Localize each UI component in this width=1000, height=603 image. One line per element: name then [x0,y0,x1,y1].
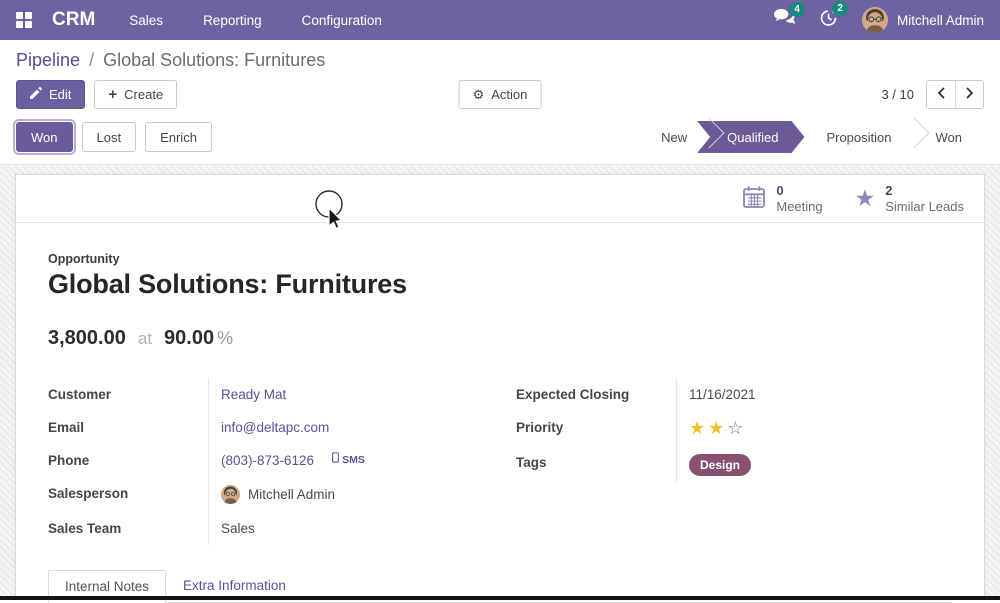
gear-icon: ⚙ [472,87,485,102]
bottom-edge-bar [0,596,1000,600]
customer-label: Customer [48,387,112,402]
control-panel: Edit + Create ⚙ Action 3 / 10 [0,73,1000,118]
expected-revenue: 3,800.00 at 90.00 % [48,327,952,350]
percent-sign: % [217,328,234,348]
similar-leads-label: Similar Leads [885,198,964,214]
record-pager: 3 / 10 [881,80,984,109]
tags-label: Tags [516,455,547,470]
phone-label: Phone [48,453,90,468]
stage-proposition[interactable]: Proposition [804,121,913,153]
stage-new[interactable]: New [639,121,709,153]
pager-previous-button[interactable] [927,81,955,108]
expected-closing-value[interactable]: 11/16/2021 [689,387,756,402]
action-button[interactable]: ⚙ Action [458,80,542,109]
activities-badge: 2 [832,1,848,16]
user-menu[interactable]: Mitchell Admin [861,7,984,33]
sales-team-value[interactable]: Sales [221,521,255,536]
stage-qualified[interactable]: Qualified [697,121,804,153]
enrich-button[interactable]: Enrich [145,122,212,152]
right-field-group: Expected Closing 11/16/2021 Priority ★★☆… [516,378,952,545]
expected-closing-label: Expected Closing [516,387,630,402]
record-type-label: Opportunity [48,252,120,266]
pencil-icon [30,87,42,102]
breadcrumb: Pipeline / Global Solutions: Furnitures [0,40,1000,73]
stage-pipeline: New Qualified Proposition Won [639,121,984,153]
left-field-group: Customer Ready Mat Email info@deltapc.co… [48,378,484,545]
email-link[interactable]: info@deltapc.com [221,420,330,435]
similar-leads-stat-button[interactable]: ★ 2 Similar Leads [838,175,980,222]
star-empty-icon[interactable]: ☆ [727,418,747,438]
form-sheet: Opportunity Global Solutions: Furnitures… [16,223,984,603]
breadcrumb-separator: / [89,50,95,70]
pager-counter: 3 / 10 [881,87,914,102]
user-name: Mitchell Admin [896,12,984,28]
phone-link[interactable]: (803)-873-6126 [221,453,315,468]
create-button[interactable]: + Create [94,80,178,109]
email-label: Email [48,420,85,435]
user-avatar [861,7,888,33]
calendar-icon [742,185,766,212]
breadcrumb-pipeline-link[interactable]: Pipeline [16,50,81,70]
tag-design[interactable]: Design [689,454,752,476]
salesperson-value[interactable]: Mitchell Admin [248,487,336,502]
chevron-left-icon [937,87,946,102]
navbar-right: 4 2 Mitchell Admin [773,1,984,33]
meeting-count: 0 [776,182,784,198]
meeting-stat-button[interactable]: 0 Meeting [726,175,839,222]
app-name[interactable]: CRM [52,9,96,30]
star-icon: ★ [854,185,876,211]
star-filled-icon[interactable]: ★ [689,418,709,438]
edit-button[interactable]: Edit [16,80,86,109]
top-navbar: CRM Sales Reporting Configuration 4 2 Mi… [0,0,1000,40]
sales-team-label: Sales Team [48,521,122,536]
mark-won-button[interactable]: Won [13,119,76,155]
button-box: 0 Meeting ★ 2 Similar Leads [16,175,984,230]
mark-lost-button[interactable]: Lost [81,122,137,152]
priority-label: Priority [516,420,564,435]
mobile-icon [332,452,339,469]
priority-stars: ★★☆ [676,411,952,446]
form-statusbar: Won Lost Enrich New Qualified Propositio… [0,118,1000,165]
probability-value: 90.00 [164,327,215,349]
breadcrumb-current: Global Solutions: Furnitures [103,50,326,70]
at-label: at [137,329,153,348]
nav-menu-reporting[interactable]: Reporting [203,12,262,28]
plus-icon: + [108,86,118,103]
meeting-label: Meeting [776,198,823,214]
field-groups: Customer Ready Mat Email info@deltapc.co… [48,378,952,545]
similar-leads-count: 2 [885,182,893,198]
messages-badge: 4 [789,2,805,17]
nav-menu-sales[interactable]: Sales [129,12,164,28]
form-view-background: 0 Meeting ★ 2 Similar Leads Opportunity … [0,165,1000,603]
opportunity-card: 0 Meeting ★ 2 Similar Leads Opportunity … [15,174,985,603]
opportunity-title: Global Solutions: Furnitures [48,269,407,299]
chevron-right-icon [965,87,974,102]
sms-button[interactable]: SMS [332,452,365,469]
customer-link[interactable]: Ready Mat [221,387,287,402]
salesperson-label: Salesperson [48,486,129,501]
salesperson-avatar [221,485,240,504]
amount-value: 3,800.00 [48,327,126,349]
activities-button[interactable]: 2 [819,1,848,32]
star-filled-icon[interactable]: ★ [708,418,728,438]
nav-menu-configuration[interactable]: Configuration [301,12,382,28]
stage-won[interactable]: Won [935,129,963,145]
apps-menu-icon[interactable] [16,12,32,28]
pager-next-button[interactable] [955,81,983,108]
tab-extra-information[interactable]: Extra Information [183,578,286,593]
messages-button[interactable]: 4 [773,2,805,31]
